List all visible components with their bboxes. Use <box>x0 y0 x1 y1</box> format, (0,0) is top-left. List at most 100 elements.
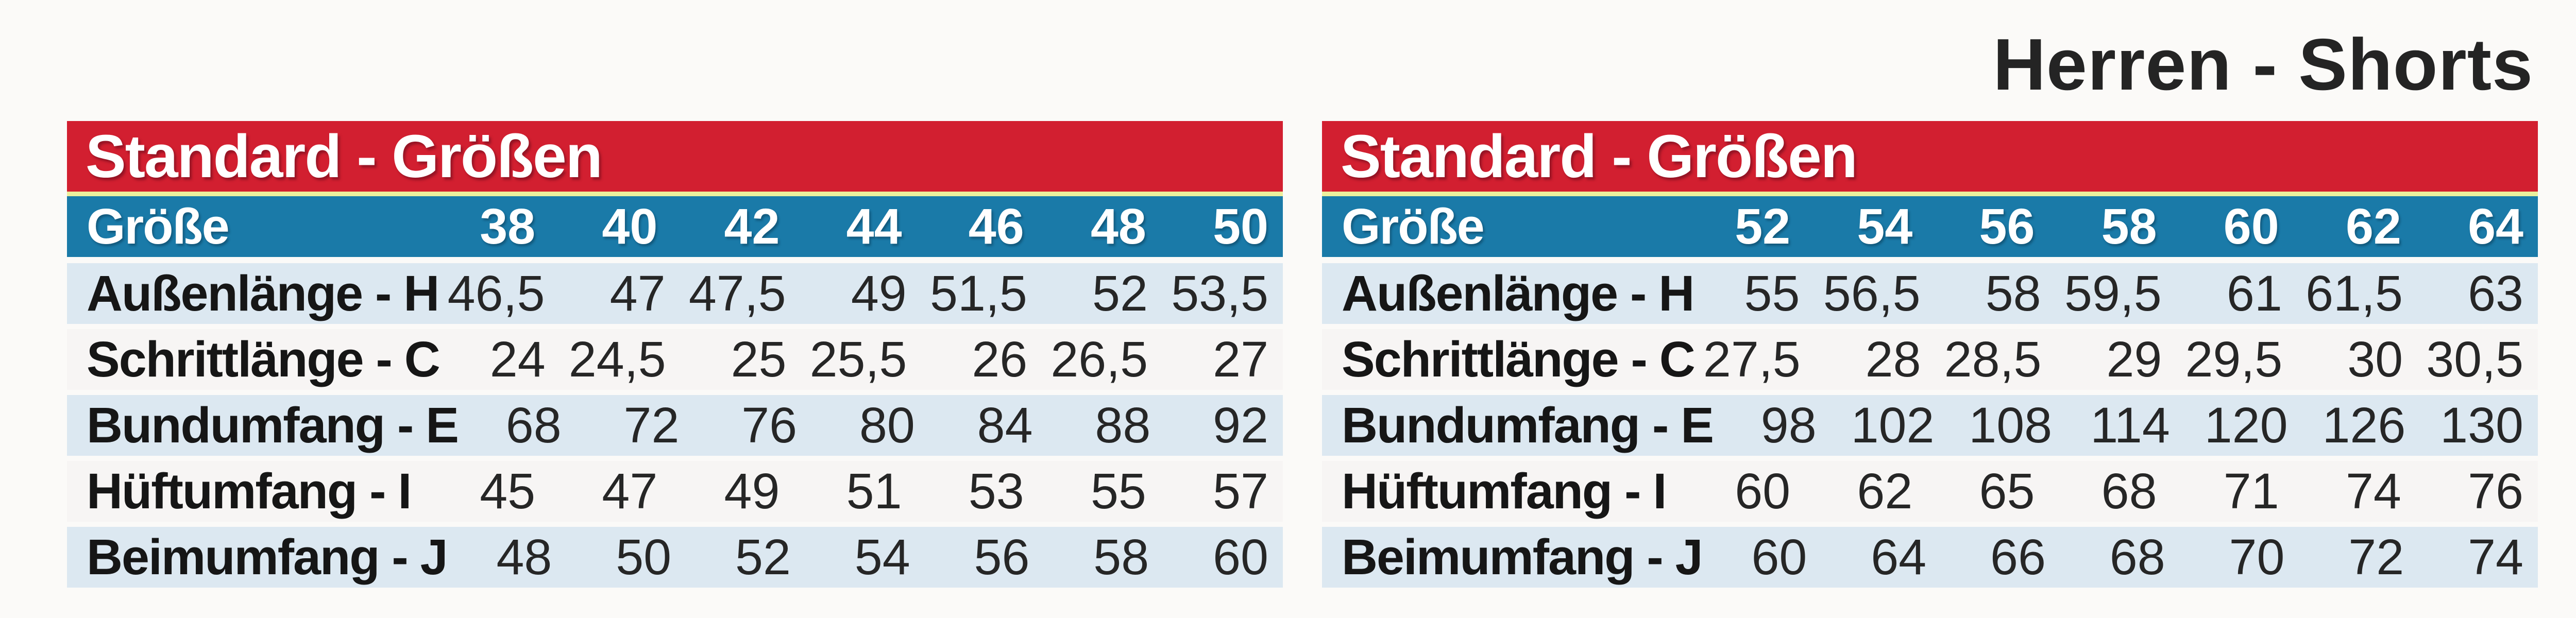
measurement-label: Bundumfang - E <box>1342 397 1714 453</box>
value-cell: 55 <box>1090 463 1146 519</box>
measurement-label: Außenlänge - H <box>87 265 439 321</box>
value-cell: 60 <box>1213 529 1268 585</box>
value-cell: 26,5 <box>1050 331 1148 387</box>
value-cell: 47 <box>602 463 658 519</box>
value-cell: 30,5 <box>2426 331 2524 387</box>
table-row: Hüftumfang - I 60 62 65 68 71 74 76 <box>1322 461 2538 522</box>
value-cell: 88 <box>1095 397 1151 453</box>
value-cell: 47,5 <box>688 265 786 321</box>
value-cell: 80 <box>859 397 915 453</box>
value-cell: 64 <box>1871 529 1927 585</box>
value-cell: 59,5 <box>2064 265 2162 321</box>
value-cell: 72 <box>623 397 680 453</box>
size-cell: 42 <box>724 198 780 254</box>
value-cell: 27,5 <box>1703 331 1801 387</box>
value-cell: 74 <box>2468 529 2523 585</box>
table-row: Beimumfang - J 48 50 52 54 56 58 60 <box>67 527 1283 588</box>
size-cell: 60 <box>2223 198 2279 254</box>
value-cell: 26 <box>972 331 1028 387</box>
size-cell: 52 <box>1735 198 1791 254</box>
value-cell: 25 <box>731 331 787 387</box>
table-row: Hüftumfang - I 45 47 49 51 53 55 57 <box>67 461 1283 522</box>
size-cell: 46 <box>968 198 1024 254</box>
value-cell: 27 <box>1213 331 1269 387</box>
value-cell: 52 <box>1092 265 1148 321</box>
page-title: Herren - Shorts <box>1993 24 2533 106</box>
size-cell: 48 <box>1090 198 1146 254</box>
size-cell: 38 <box>480 198 536 254</box>
value-cell: 53 <box>968 463 1024 519</box>
value-cell: 126 <box>2322 397 2406 453</box>
table-row: Bundumfang - E 98 102 108 114 120 126 13… <box>1322 395 2538 456</box>
measurement-label: Hüftumfang - I <box>87 463 412 519</box>
value-cell: 29,5 <box>2185 331 2283 387</box>
table-header-title: Standard - Größen <box>1341 122 1858 191</box>
value-cell: 71 <box>2223 463 2279 519</box>
measurement-label: Beimumfang - J <box>87 529 448 585</box>
value-cell: 68 <box>2101 463 2157 519</box>
table-header-band: Standard - Größen <box>1322 121 2538 196</box>
value-cell: 24,5 <box>568 331 666 387</box>
value-cell: 57 <box>1213 463 1268 519</box>
table-row: Schrittlänge - C 24 24,5 25 25,5 26 26,5… <box>67 329 1283 390</box>
size-table-left: Standard - Größen Größe 38 40 42 44 46 4… <box>67 121 1283 588</box>
table-row: Bundumfang - E 68 72 76 80 84 88 92 <box>67 395 1283 456</box>
measurement-label: Beimumfang - J <box>1342 529 1703 585</box>
value-cell: 84 <box>977 397 1033 453</box>
value-cell: 56,5 <box>1823 265 1921 321</box>
measurement-label: Schrittlänge - C <box>87 331 440 387</box>
value-cell: 52 <box>735 529 791 585</box>
value-cell: 24 <box>489 331 546 387</box>
value-cell: 46,5 <box>447 265 545 321</box>
value-cell: 61,5 <box>2306 265 2403 321</box>
table-header-title: Standard - Größen <box>86 122 603 191</box>
value-cell: 51 <box>846 463 902 519</box>
value-cell: 120 <box>2204 397 2288 453</box>
value-cell: 54 <box>854 529 910 585</box>
measurement-label: Außenlänge - H <box>1342 265 1694 321</box>
value-cell: 98 <box>1760 397 1817 453</box>
value-cell: 68 <box>2109 529 2165 585</box>
value-cell: 58 <box>1985 265 2041 321</box>
value-cell: 51,5 <box>930 265 1027 321</box>
table-row: Beimumfang - J 60 64 66 68 70 72 74 <box>1322 527 2538 588</box>
size-cell: 44 <box>846 198 902 254</box>
size-cell: 50 <box>1213 198 1268 254</box>
table-row: Außenlänge - H 46,5 47 47,5 49 51,5 52 5… <box>67 263 1283 324</box>
size-row-label: Größe <box>87 198 230 254</box>
value-cell: 50 <box>616 529 672 585</box>
value-cell: 49 <box>851 265 907 321</box>
size-cell: 54 <box>1857 198 1913 254</box>
value-cell: 62 <box>1857 463 1913 519</box>
value-cell: 65 <box>1979 463 2035 519</box>
size-table-right: Standard - Größen Größe 52 54 56 58 60 6… <box>1322 121 2538 588</box>
value-cell: 61 <box>2226 265 2282 321</box>
value-cell: 72 <box>2348 529 2404 585</box>
size-cell: 64 <box>2468 198 2523 254</box>
value-cell: 28 <box>1865 331 1921 387</box>
value-cell: 68 <box>505 397 562 453</box>
value-cell: 76 <box>2468 463 2523 519</box>
value-cell: 55 <box>1744 265 1800 321</box>
table-row: Außenlänge - H 55 56,5 58 59,5 61 61,5 6… <box>1322 263 2538 324</box>
measurement-label: Bundumfang - E <box>87 397 459 453</box>
value-cell: 74 <box>2345 463 2401 519</box>
size-cell: 62 <box>2345 198 2401 254</box>
value-cell: 63 <box>2468 265 2524 321</box>
value-cell: 53,5 <box>1171 265 1269 321</box>
table-header-band: Standard - Größen <box>67 121 1283 196</box>
value-cell: 28,5 <box>1944 331 2042 387</box>
value-cell: 56 <box>974 529 1030 585</box>
size-header-row: Größe 38 40 42 44 46 48 50 <box>67 196 1283 257</box>
size-cell: 40 <box>602 198 658 254</box>
value-cell: 47 <box>609 265 666 321</box>
value-cell: 49 <box>724 463 780 519</box>
measurement-label: Schrittlänge - C <box>1342 331 1696 387</box>
value-cell: 48 <box>496 529 552 585</box>
value-cell: 58 <box>1093 529 1149 585</box>
size-cell: 58 <box>2101 198 2157 254</box>
value-cell: 60 <box>1751 529 1807 585</box>
size-header-row: Größe 52 54 56 58 60 62 64 <box>1322 196 2538 257</box>
value-cell: 25,5 <box>809 331 907 387</box>
value-cell: 102 <box>1851 397 1935 453</box>
